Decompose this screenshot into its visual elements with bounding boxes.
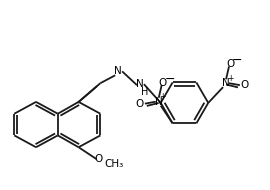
- Text: N: N: [155, 97, 163, 107]
- Text: −: −: [232, 54, 242, 67]
- Text: O: O: [158, 78, 167, 88]
- Text: H: H: [141, 87, 148, 97]
- Text: N: N: [222, 78, 230, 88]
- Text: N: N: [136, 79, 144, 89]
- Text: −: −: [164, 73, 175, 86]
- Text: N: N: [114, 66, 122, 76]
- Text: O: O: [94, 154, 103, 164]
- Text: O: O: [226, 59, 234, 70]
- Text: O: O: [136, 99, 144, 109]
- Text: O: O: [241, 80, 249, 90]
- Text: +: +: [160, 92, 166, 101]
- Text: CH₃: CH₃: [104, 159, 124, 169]
- Text: +: +: [227, 74, 233, 83]
